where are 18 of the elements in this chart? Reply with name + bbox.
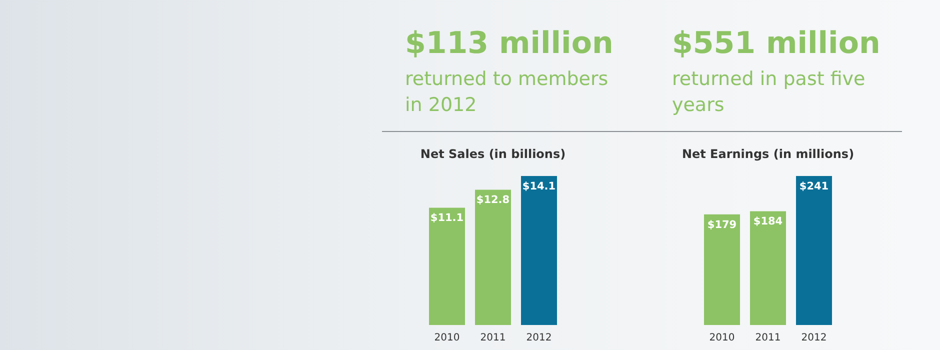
text: returned to members in 2012: [405, 67, 610, 118]
x-tick-label: 2012: [801, 332, 827, 344]
text: returned in past five years: [672, 67, 866, 118]
data-label: $184: [753, 216, 783, 228]
chart-title: Net Earnings (in millions): [682, 147, 854, 161]
x-tick-label: 2011: [755, 332, 781, 344]
data-label: $14.1: [522, 180, 556, 192]
x-tick-label: 2010: [709, 332, 735, 344]
text: $113 million: [405, 25, 614, 63]
x-tick-label: 2010: [434, 332, 460, 344]
text: $551 million: [672, 25, 882, 63]
data-label: $12.8: [476, 194, 510, 206]
data-label: $11.1: [430, 212, 464, 224]
data-label: $179: [707, 218, 737, 231]
x-tick-label: 2011: [480, 332, 506, 344]
chart-title: Net Sales (in billions): [420, 147, 566, 161]
data-label: $241: [799, 180, 829, 192]
x-tick-label: 2012: [526, 332, 552, 344]
